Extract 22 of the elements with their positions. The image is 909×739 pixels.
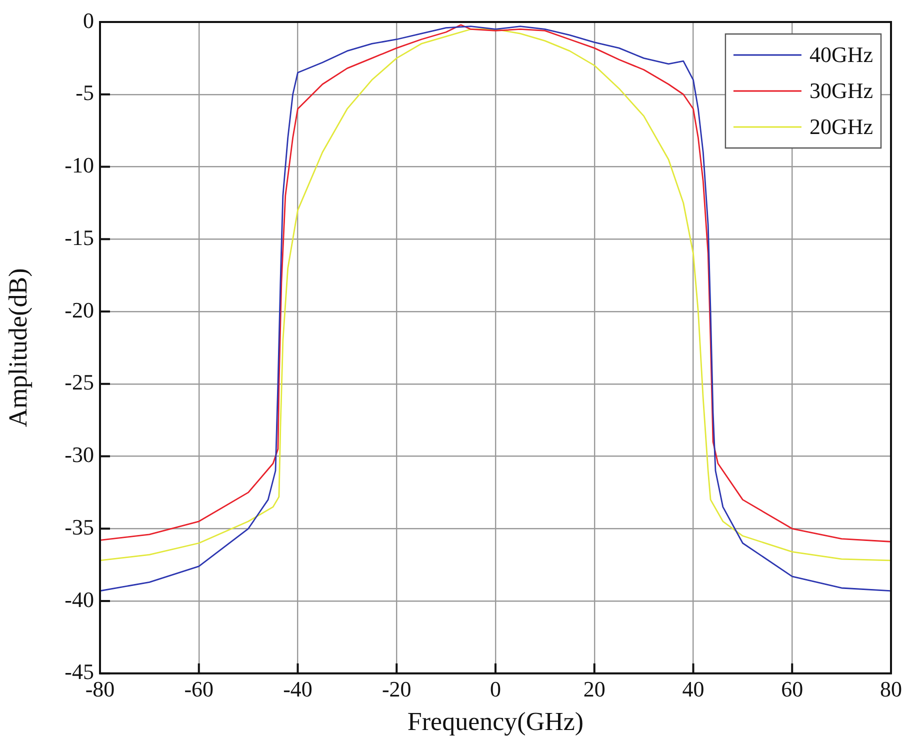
x-axis-title: Frequency(GHz) <box>407 707 584 736</box>
y-axis-title: Amplitude(dB) <box>3 268 32 428</box>
y-tick-label: 0 <box>83 8 94 33</box>
y-tick-label: -35 <box>64 514 94 540</box>
x-tick-label: 80 <box>880 676 902 702</box>
legend-label: 30GHz <box>809 78 874 103</box>
y-tick-label: -15 <box>64 224 94 250</box>
y-tick-label: -20 <box>64 297 94 322</box>
x-tick-label: 60 <box>781 676 804 702</box>
y-tick-label: -40 <box>64 586 94 612</box>
y-tick-label: -30 <box>64 442 94 468</box>
y-tick-label: -10 <box>64 152 94 178</box>
x-tick-label: -60 <box>184 676 214 702</box>
x-tick-label: 0 <box>490 676 501 702</box>
x-tick-label: 20 <box>583 676 606 702</box>
legend-label: 20GHz <box>809 114 874 139</box>
x-tick-label: -20 <box>382 676 412 702</box>
x-tick-label: 40 <box>682 676 704 702</box>
x-tick-label: -40 <box>283 676 312 702</box>
y-tick-label: -5 <box>76 80 94 106</box>
y-tick-label: -25 <box>64 370 94 395</box>
legend-label: 40GHz <box>809 42 874 67</box>
